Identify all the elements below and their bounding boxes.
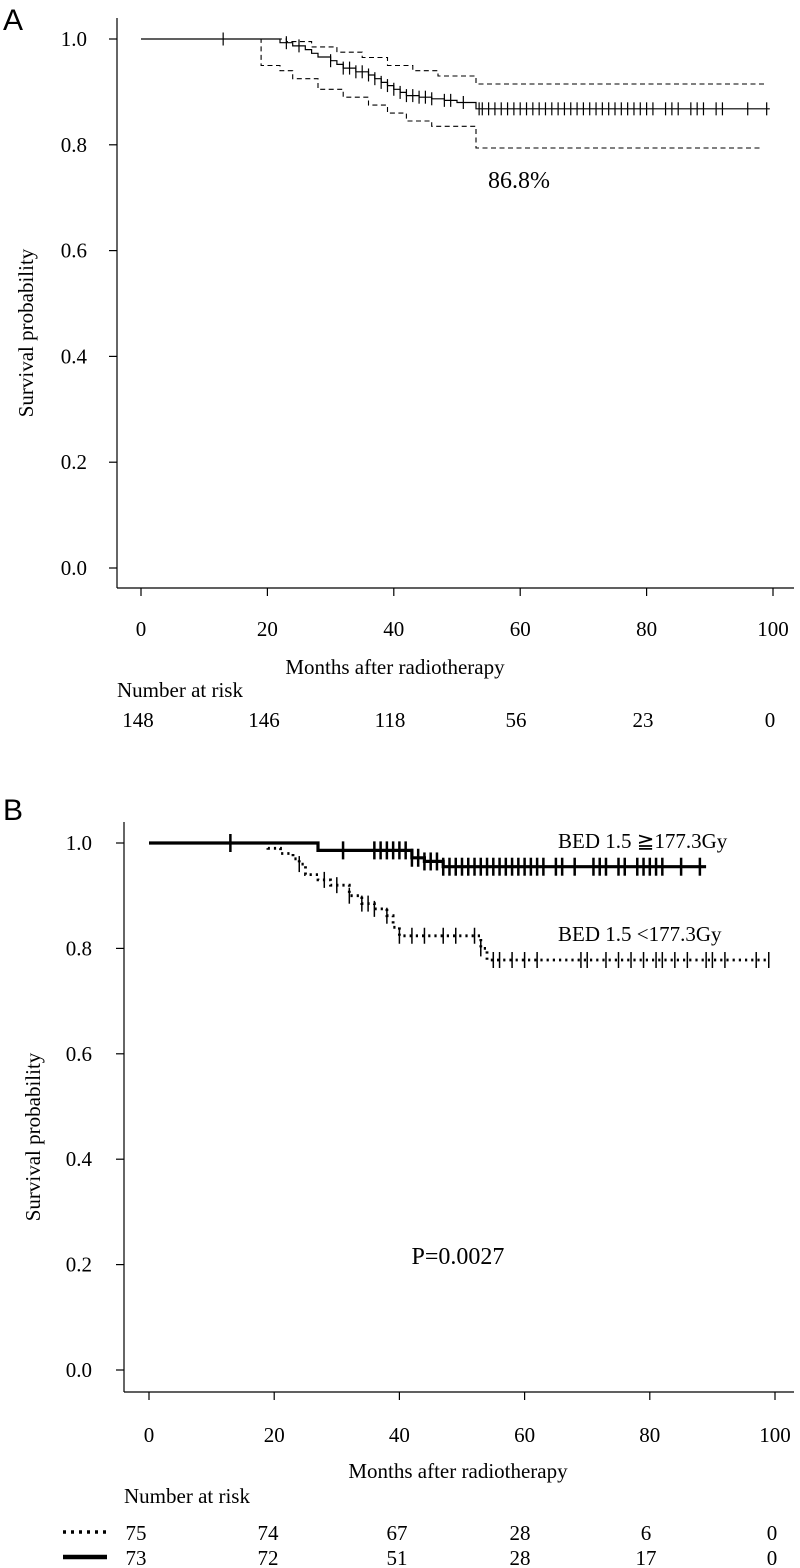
panel-b-x-axis-label: Months after radiotherapy: [348, 1459, 568, 1483]
panel-a-ticks: 0 20 40 60 80 100 0.0 0.2 0.4 0.6 0.8 1.0: [61, 27, 789, 641]
panel-b-risk-table: 75 74 67 28 6 0 73 72 51 28 17 0: [126, 1521, 778, 1568]
panel-b-risk-row-0-cell-3: 28: [510, 1521, 531, 1545]
panel-a-risk-row-0-cell-5: 0: [765, 708, 776, 732]
panel-b-risk-row-0-cell-1: 74: [258, 1521, 280, 1545]
panel-a-curve-2-dashed: [141, 38, 761, 149]
panel-b-risk-row-0-cell-2: 67: [387, 1521, 408, 1545]
panel-a-annotation-86-8: 86.8%: [488, 168, 550, 194]
legend-low-bed-label: BED 1.5 <177.3Gy: [558, 922, 722, 946]
panel-a-y-tick-label-0.6: 0.6: [61, 239, 87, 263]
panel-b-risk-row-1-cell-0: 73: [126, 1546, 147, 1568]
panel-b-y-tick-label-0.4: 0.4: [66, 1147, 93, 1171]
panel-a-risk-row-0-cell-4: 23: [633, 708, 654, 732]
panel-b-y-tick-label-0.6: 0.6: [66, 1042, 92, 1066]
panel-b-y-axis-label: Survival probability: [21, 1052, 45, 1221]
panel-b-y-tick-label-0.2: 0.2: [66, 1253, 92, 1277]
panel-a-x-tick-label-80: 80: [636, 617, 657, 641]
panel-a-y-axis-label: Survival probability: [14, 248, 38, 417]
panel-b-x-tick-label-80: 80: [639, 1423, 660, 1447]
panel-a-x-tick-label-40: 40: [383, 617, 404, 641]
legend-high-bed-label: BED 1.5 ≧177.3Gy: [558, 829, 728, 853]
panel-a-risk-table: 148 146 118 56 23 0: [122, 708, 775, 732]
panel-b-x-tick-label-0: 0: [144, 1423, 155, 1447]
panel-a: A 0 20 40 60 80 100 0.0 0.2 0.4 0.6 0.8 1.0 Months …: [3, 4, 794, 732]
panel-a-x-tick-label-100: 100: [757, 617, 789, 641]
panel-b-risk-title: Number at risk: [124, 1484, 250, 1508]
panel-b-risk-row-1-cell-2: 51: [387, 1546, 408, 1568]
panel-b-y-tick-label-0.0: 0.0: [66, 1358, 92, 1382]
panel-b-x-tick-label-40: 40: [389, 1423, 410, 1447]
panel-a-risk-row-0-cell-1: 146: [248, 708, 280, 732]
panel-b-x-tick-label-60: 60: [514, 1423, 535, 1447]
panel-b-x-tick-label-100: 100: [759, 1423, 791, 1447]
panel-b-y-tick-label-0.8: 0.8: [66, 936, 92, 960]
panel-a-y-tick-label-1.0: 1.0: [61, 27, 87, 51]
panel-b-x-tick-label-20: 20: [264, 1423, 285, 1447]
panel-a-y-tick-label-0.0: 0.0: [61, 556, 87, 580]
panel-a-label: A: [3, 4, 23, 37]
panel-a-x-tick-label-60: 60: [510, 617, 531, 641]
panel-b-ticks: 0 20 40 60 80 100 0.0 0.2 0.4 0.6 0.8 1.0: [66, 831, 791, 1447]
panel-b-risk-row-0-cell-5: 0: [767, 1521, 778, 1545]
panel-a-x-tick-label-0: 0: [136, 617, 147, 641]
panel-b-y-tick-label-1.0: 1.0: [66, 831, 92, 855]
panel-a-risk-row-0-cell-0: 148: [122, 708, 154, 732]
panel-b-risk-row-1-cell-3: 28: [510, 1546, 531, 1568]
panel-b-plot-area: [149, 834, 770, 968]
panel-a-curve-0-solid: [141, 38, 770, 110]
panel-b-label: B: [3, 794, 23, 827]
panel-a-plot-area: [141, 32, 770, 149]
panel-a-y-tick-label-0.4: 0.4: [61, 344, 88, 368]
panel-b-p-value: P=0.0027: [412, 1244, 505, 1270]
panel-b-risk-row-1-cell-1: 72: [258, 1546, 279, 1568]
panel-b-risk-row-0-cell-4: 6: [641, 1521, 652, 1545]
panel-b-risk-row-0-cell-0: 75: [126, 1521, 147, 1545]
panel-a-x-axis-label: Months after radiotherapy: [285, 655, 505, 679]
panel-a-axes: [116, 18, 794, 589]
panel-a-y-tick-label-0.8: 0.8: [61, 133, 87, 157]
panel-b-axes: [123, 822, 794, 1393]
panel-a-risk-row-0-cell-3: 56: [506, 708, 527, 732]
panel-a-curve-1-dashed: [141, 38, 767, 85]
panel-a-risk-title: Number at risk: [117, 678, 243, 702]
panel-b-risk-row-1-cell-4: 17: [636, 1546, 657, 1568]
panel-a-x-tick-label-20: 20: [257, 617, 278, 641]
panel-a-y-tick-label-0.2: 0.2: [61, 450, 87, 474]
panel-a-risk-row-0-cell-2: 118: [375, 708, 406, 732]
panel-b-risk-row-1-cell-5: 0: [767, 1546, 778, 1568]
